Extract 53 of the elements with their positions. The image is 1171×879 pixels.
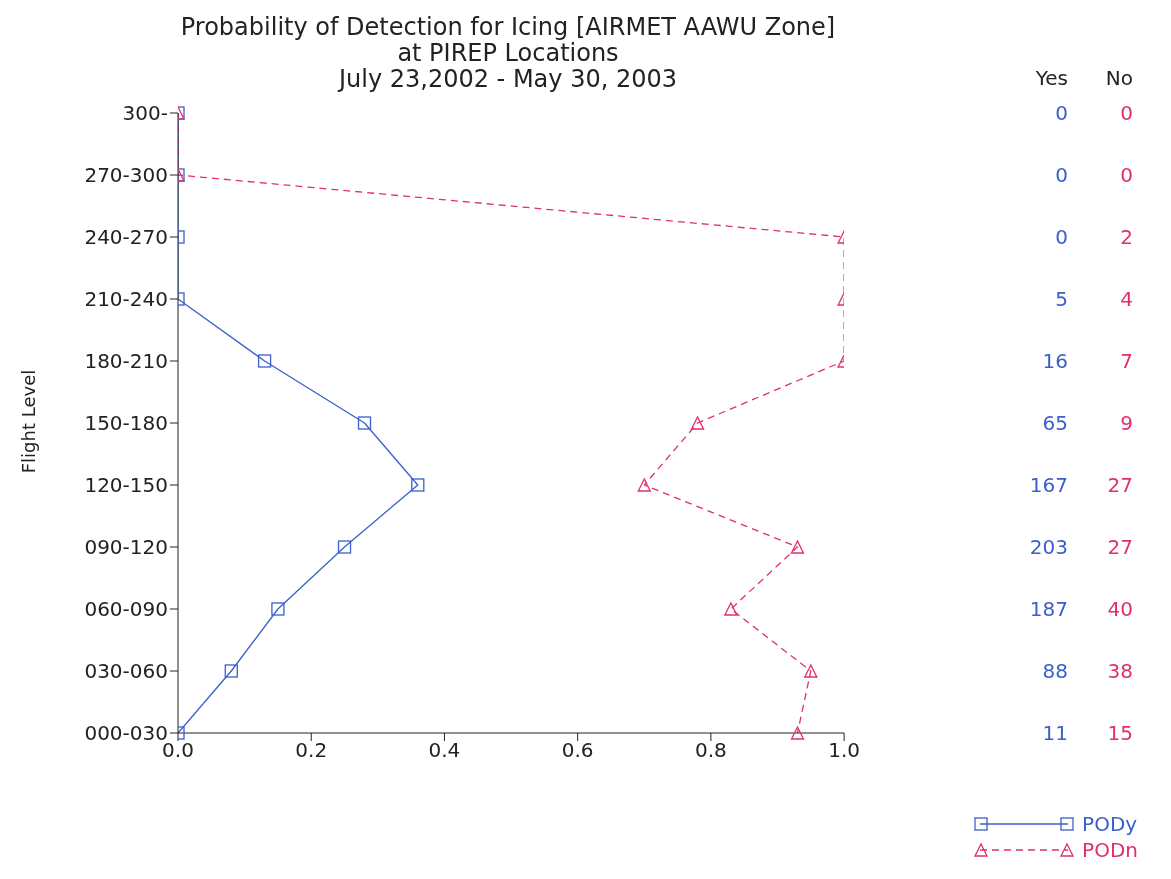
text: 2 — [1119, 225, 1133, 249]
point — [357, 416, 372, 430]
point — [804, 664, 818, 678]
point — [790, 540, 805, 554]
y-tick-label: 300- — [122, 101, 168, 126]
point — [790, 726, 805, 740]
text: 27 — [1106, 535, 1133, 559]
point — [637, 478, 651, 492]
text: 187 — [1028, 597, 1068, 621]
y-tick-label: 060-090 — [84, 597, 168, 622]
text: 16 — [1041, 349, 1068, 373]
y-tick-label: 180-210 — [84, 349, 168, 374]
y-tick-label: 090-120 — [84, 535, 168, 560]
y-tick-label: 210-240 — [84, 287, 168, 312]
point — [724, 602, 738, 616]
y-tick-label: 270-300 — [84, 163, 168, 188]
text: 27 — [1106, 473, 1133, 497]
text: 7 — [1119, 349, 1133, 373]
text: 15 — [1106, 721, 1133, 745]
text: 0 — [1054, 163, 1068, 187]
text: 0 — [1054, 101, 1068, 125]
text: 4 — [1119, 287, 1133, 311]
text: 40 — [1106, 597, 1133, 621]
text: 5 — [1054, 287, 1068, 311]
x-tick-label: 0.8 — [694, 738, 727, 763]
text: 38 — [1106, 659, 1133, 683]
chart-title: Probability of Detection for Icing [AIRMET AAWU Zone] — [179, 13, 837, 41]
x-tick-label: 0.2 — [295, 738, 328, 763]
y-tick-label: 150-180 — [84, 411, 168, 436]
point — [690, 416, 705, 430]
text: 167 — [1028, 473, 1068, 497]
point — [411, 478, 425, 492]
x-tick-label: 0.6 — [561, 738, 594, 763]
y-axis-title: Flight Level — [17, 368, 39, 476]
text: 203 — [1028, 535, 1068, 559]
text: 0 — [1119, 163, 1133, 187]
y-tick-label: 030-060 — [84, 659, 168, 684]
text: 11 — [1041, 721, 1068, 745]
chart-subtitle: at PIREP Locations July 23,2002 - May 30, 2003 — [336, 39, 679, 93]
legend-label: PODn — [1082, 838, 1138, 862]
text: Yes — [1034, 66, 1068, 90]
text: 0 — [1119, 101, 1133, 125]
text: 65 — [1041, 411, 1068, 435]
x-tick-label: 0.4 — [428, 738, 461, 763]
y-tick-label: 120-150 — [84, 473, 168, 498]
point — [337, 540, 352, 554]
text: 88 — [1041, 659, 1068, 683]
legend-label: PODy — [1082, 812, 1138, 836]
y-tick-label: 240-270 — [84, 225, 168, 250]
text: 9 — [1119, 411, 1133, 435]
text: 0 — [1054, 225, 1068, 249]
x-tick-label: 1.0 — [828, 738, 861, 763]
text: No — [1104, 66, 1133, 90]
